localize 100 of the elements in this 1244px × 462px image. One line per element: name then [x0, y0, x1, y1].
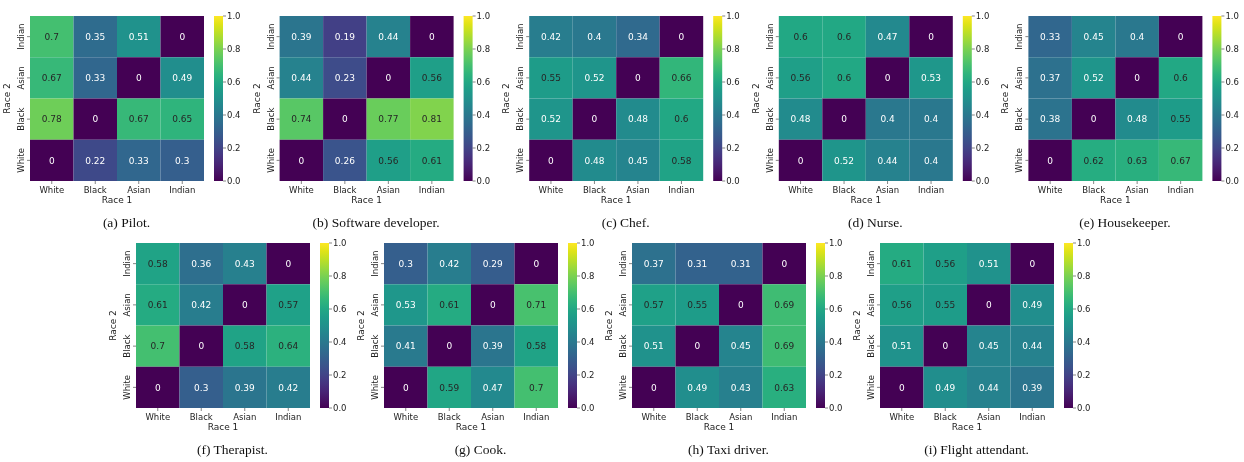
x-tick-label: Indian — [668, 185, 695, 195]
data-label: 0 — [154, 382, 161, 393]
y-tick-label: White — [866, 375, 876, 400]
data-label: 0.58 — [671, 155, 692, 166]
data-label: 0 — [1029, 258, 1036, 269]
data-label: 0.47 — [482, 382, 503, 393]
data-label: 0.43 — [730, 382, 751, 393]
color-bar-label: 1.0 — [1077, 237, 1091, 248]
color-bar-label: 0.0 — [1077, 402, 1091, 413]
data-label: 0 — [135, 73, 142, 84]
color-bar-label: 0.4 — [975, 109, 990, 120]
text: (h) Taxi driver. — [688, 442, 769, 457]
data-label: 0.61 — [439, 300, 460, 311]
color-bar-label: 0.0 — [476, 175, 491, 186]
color-bar-label: 0.2 — [581, 369, 595, 380]
y-tick-label: Black — [16, 107, 26, 131]
y-tick-label: Black — [1014, 107, 1025, 131]
x-axis-title: Race 1 — [1100, 195, 1131, 205]
data-label: 0.34 — [627, 31, 649, 42]
y-tick-label: Asian — [16, 66, 26, 90]
data-label: 0.45 — [1083, 31, 1104, 42]
data-label: 0 — [198, 341, 205, 352]
data-label: 0.6 — [793, 31, 808, 42]
x-tick-label: Indian — [275, 412, 302, 422]
data-label: 0.52 — [834, 155, 855, 166]
data-label: 0.59 — [439, 382, 460, 393]
y-tick-label: White — [16, 148, 26, 173]
data-label: 0 — [1177, 31, 1184, 42]
y-tick-label: Black — [515, 107, 526, 131]
color-bar-label: 0.2 — [227, 142, 241, 153]
x-tick-label: Black — [83, 185, 107, 195]
data-label: 0.6 — [836, 31, 852, 42]
data-label: 0 — [797, 155, 804, 166]
data-label: 0.62 — [1083, 155, 1104, 166]
data-label: 0 — [1047, 155, 1054, 166]
color-bar-label: 0.4 — [581, 336, 595, 347]
data-label: 0 — [781, 258, 788, 269]
x-tick-label: White — [393, 412, 419, 422]
color-bar-label: 0.4 — [333, 336, 347, 347]
data-label: 0.6 — [836, 73, 852, 84]
x-tick-label: White — [641, 412, 667, 422]
data-label: 0.49 — [687, 382, 708, 393]
data-label: 0.29 — [482, 258, 504, 269]
data-label: 0 — [179, 31, 186, 42]
color-bar-label: 0.4 — [1077, 336, 1091, 347]
y-tick-label: White — [515, 148, 526, 173]
data-label: 0.3 — [194, 382, 209, 393]
data-label: 0 — [428, 31, 435, 42]
color-bar-label: 0.0 — [1225, 175, 1239, 186]
data-label: 0.39 — [291, 31, 312, 42]
color-bar-label: 0.8 — [975, 43, 990, 54]
data-label: 0.64 — [278, 341, 299, 352]
color-bar-label: 0.0 — [227, 175, 241, 186]
data-label: 0.7 — [150, 341, 165, 352]
data-label: 0 — [694, 341, 701, 352]
data-label: 0 — [591, 114, 598, 125]
color-bar-label: 1.0 — [975, 10, 990, 21]
x-tick-label: Black — [685, 412, 709, 422]
x-tick-label: Asian — [875, 185, 900, 195]
data-label: 0.48 — [627, 114, 649, 125]
color-bar-label: 0.2 — [476, 142, 491, 153]
data-label: 0.45 — [730, 341, 751, 352]
data-label: 0.57 — [278, 300, 299, 311]
y-tick-label: Asian — [1014, 66, 1025, 90]
color-bar-label: 0.8 — [1077, 270, 1091, 281]
color-bar-label: 0.6 — [581, 303, 595, 314]
data-label: 0.44 — [378, 31, 399, 42]
y-tick-label: White — [370, 375, 380, 400]
data-label: 0.3 — [175, 155, 190, 166]
data-label: 0.67 — [41, 73, 62, 84]
data-label: 0.41 — [395, 341, 416, 352]
color-bar-label: 0.0 — [726, 175, 740, 186]
data-label: 0.39 — [482, 341, 504, 352]
color-bar-label: 0.8 — [476, 43, 491, 54]
data-label: 0.37 — [1040, 73, 1061, 84]
color-bar-label: 0.0 — [333, 402, 347, 413]
data-label: 0 — [942, 341, 949, 352]
color-bar-label: 0.6 — [975, 76, 990, 87]
data-label: 0.39 — [1022, 382, 1043, 393]
data-label: 0.4 — [1129, 31, 1145, 42]
x-tick-label: Indian — [771, 412, 798, 422]
data-label: 0 — [402, 382, 409, 393]
data-label: 0.42 — [278, 382, 299, 393]
x-tick-label: Black — [437, 412, 461, 422]
data-label: 0.31 — [730, 258, 751, 269]
y-tick-label: Asian — [265, 66, 276, 90]
y-tick-label: White — [1014, 148, 1025, 173]
x-tick-label: White — [889, 412, 915, 422]
y-tick-label: Asian — [122, 293, 132, 317]
data-label: 0.33 — [1040, 31, 1061, 42]
x-tick-label: Asian — [233, 412, 257, 422]
text: (a) Pilot. — [102, 215, 151, 230]
data-label: 0.48 — [790, 114, 811, 125]
y-axis-title: Race 2 — [750, 83, 761, 114]
data-label: 0.48 — [584, 155, 605, 166]
color-bar-label: 0.2 — [829, 369, 843, 380]
data-label: 0 — [635, 73, 642, 84]
color-bar-label: 0.6 — [829, 303, 843, 314]
color-bar-label: 0.2 — [726, 142, 740, 153]
x-axis-title: Race 1 — [600, 195, 632, 205]
